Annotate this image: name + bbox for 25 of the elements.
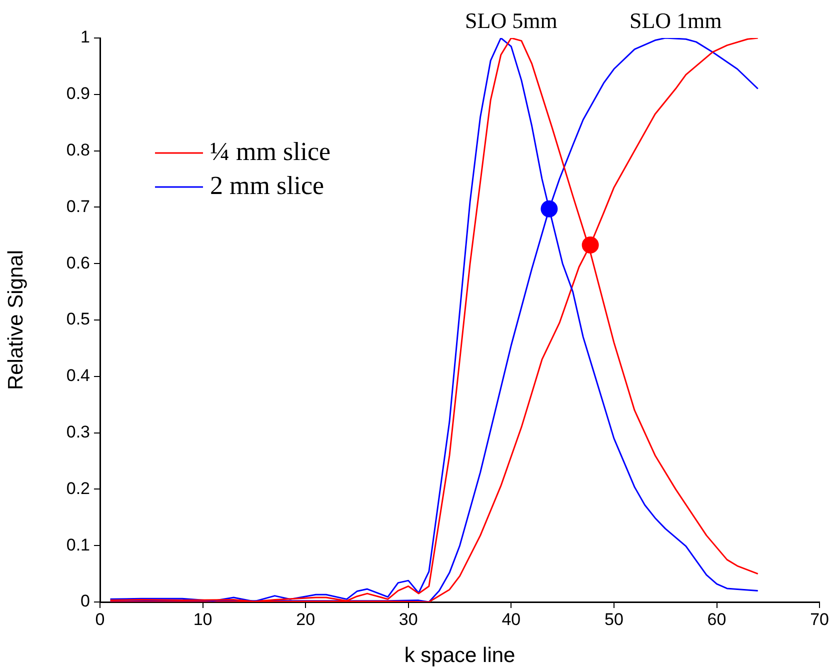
x-tick-label: 10 xyxy=(193,610,212,629)
x-tick-label: 0 xyxy=(95,610,105,629)
x-axis-title: k space line xyxy=(404,644,516,668)
x-tick-label: 70 xyxy=(810,610,830,629)
y-tick-label: 1 xyxy=(80,28,90,47)
y-tick-label: 0.9 xyxy=(66,84,90,104)
annotation: SLO 5mm xyxy=(465,8,558,33)
y-tick-label: 0.7 xyxy=(66,196,90,216)
y-tick-label: 0.8 xyxy=(66,140,90,160)
y-tick-label: 0.1 xyxy=(66,535,90,554)
x-tick-label: 20 xyxy=(296,610,316,629)
y-tick-label: 0.3 xyxy=(66,422,90,442)
annotation: SLO 1mm xyxy=(629,8,722,33)
legend-label: 2 mm slice xyxy=(210,170,324,200)
y-tick-label: 0.6 xyxy=(66,253,90,272)
y-tick-label: 0.5 xyxy=(66,310,90,329)
legend-label: ¼ mm slice xyxy=(210,136,331,166)
y-tick-label: 0.4 xyxy=(66,366,90,386)
x-tick-label: 30 xyxy=(398,610,418,629)
y-tick-label: 0.2 xyxy=(66,478,90,498)
y-axis-title: Relative Signal xyxy=(4,250,28,390)
x-tick-label: 60 xyxy=(707,610,726,629)
y-tick-label: 0 xyxy=(80,592,90,611)
x-tick-label: 50 xyxy=(604,610,624,629)
x-tick-label: 40 xyxy=(502,610,521,629)
